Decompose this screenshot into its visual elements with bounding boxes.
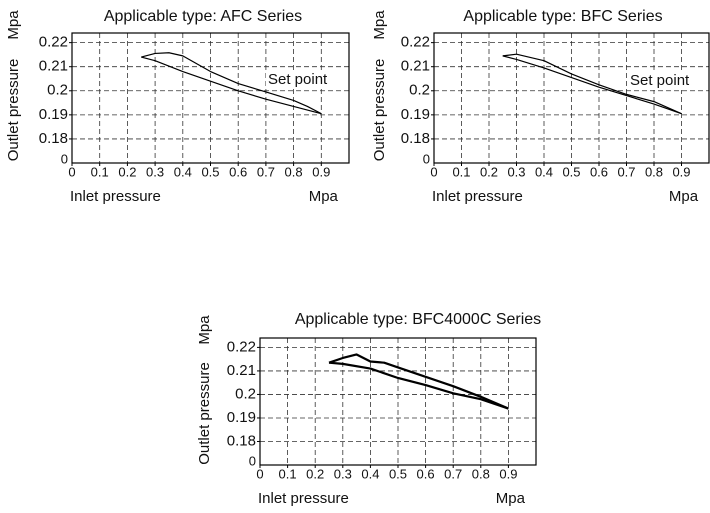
x-tick-label: 0.4: [174, 164, 192, 179]
data-line: [141, 56, 322, 115]
x-tick-label: 0.5: [389, 466, 407, 481]
chart: 0 0.1 0.2 0.3 0.4 0.5 0.6 0.7 0.8 0.9 0.18 0.19 0.2 0…: [5, 8, 350, 205]
x-tick-label: 0.5: [562, 164, 580, 179]
y-axis-label: Outlet pressure: [196, 362, 213, 465]
y-origin-label: 0: [423, 151, 430, 166]
x-tick-label: 0.3: [507, 164, 525, 179]
y-tick-label: 0.22: [401, 34, 430, 51]
x-tick-label: 0.9: [672, 164, 690, 179]
annotation-bg: [266, 71, 344, 89]
x-tick-label: 0.8: [285, 164, 303, 179]
data-line: [328, 361, 509, 410]
x-axis-unit: Mpa: [496, 490, 526, 507]
y-origin-label: 0: [61, 151, 68, 166]
y-tick-label: 0.2: [47, 82, 68, 99]
annotation: Set point: [268, 71, 328, 88]
y-tick-label: 0.18: [227, 432, 256, 449]
y-axis-label: Outlet pressure: [371, 59, 388, 162]
x-tick-label: 0.8: [472, 466, 490, 481]
y-tick-label: 0.19: [227, 409, 256, 426]
y-tick-label: 0.19: [401, 106, 430, 123]
x-tick-label: 0.9: [499, 466, 517, 481]
x-tick-label: 0.1: [452, 164, 470, 179]
x-tick-label: 0.2: [306, 466, 324, 481]
data-line: [502, 53, 682, 115]
chart-title: Applicable type: BFC Series: [463, 8, 662, 25]
data-line: [502, 55, 682, 115]
x-tick-label: 0: [256, 466, 263, 481]
x-tick-label: 0.9: [312, 164, 330, 179]
x-tick-label: 0: [68, 164, 75, 179]
y-tick-label: 0.18: [401, 130, 430, 147]
annotation-bg: [628, 72, 706, 90]
x-tick-label: 0.7: [444, 466, 462, 481]
y-tick-label: 0.18: [39, 130, 68, 147]
data-line: [328, 353, 509, 410]
annotation: Set point: [630, 72, 690, 89]
x-tick-label: 0.3: [334, 466, 352, 481]
y-tick-label: 0.21: [401, 58, 430, 75]
x-tick-label: 0.6: [590, 164, 608, 179]
x-axis-unit: Mpa: [309, 188, 339, 205]
x-tick-label: 0.4: [361, 466, 379, 481]
x-axis-label: Inlet pressure: [258, 490, 349, 507]
x-tick-label: 0.7: [617, 164, 635, 179]
x-tick-label: 0.4: [535, 164, 553, 179]
data-line: [141, 52, 322, 115]
x-tick-label: 0: [430, 164, 437, 179]
x-tick-label: 0.5: [201, 164, 219, 179]
y-tick-label: 0.21: [39, 58, 68, 75]
x-tick-label: 0.2: [480, 164, 498, 179]
x-tick-label: 0.8: [645, 164, 663, 179]
chart-title: Applicable type: AFC Series: [104, 8, 302, 25]
x-tick-label: 0.6: [417, 466, 435, 481]
x-tick-label: 0.1: [91, 164, 109, 179]
y-tick-label: 0.22: [227, 338, 256, 355]
y-tick-label: 0.21: [227, 362, 256, 379]
chart: 0 0.1 0.2 0.3 0.4 0.5 0.6 0.7 0.8 0.9 0.18 0.19 0.2 0…: [196, 311, 541, 507]
y-tick-label: 0.2: [235, 385, 256, 402]
x-axis-label: Inlet pressure: [432, 188, 523, 205]
y-tick-label: 0.2: [409, 82, 430, 99]
x-tick-label: 0.2: [118, 164, 136, 179]
x-axis-label: Inlet pressure: [70, 188, 161, 205]
x-tick-label: 0.6: [229, 164, 247, 179]
x-tick-label: 0.1: [279, 466, 297, 481]
y-axis-unit: Mpa: [371, 10, 388, 40]
chart: 0 0.1 0.2 0.3 0.4 0.5 0.6 0.7 0.8 0.9 0.18 0.19 0.2 0…: [371, 8, 710, 205]
x-tick-label: 0.3: [146, 164, 164, 179]
y-origin-label: 0: [249, 453, 256, 468]
y-tick-label: 0.19: [39, 106, 68, 123]
y-axis-label: Outlet pressure: [5, 59, 22, 162]
y-axis-unit: Mpa: [196, 315, 213, 345]
x-axis-unit: Mpa: [669, 188, 699, 205]
chart-title: Applicable type: BFC4000C Series: [295, 311, 541, 328]
y-axis-unit: Mpa: [5, 10, 22, 40]
x-tick-label: 0.7: [257, 164, 275, 179]
y-tick-label: 0.22: [39, 34, 68, 51]
